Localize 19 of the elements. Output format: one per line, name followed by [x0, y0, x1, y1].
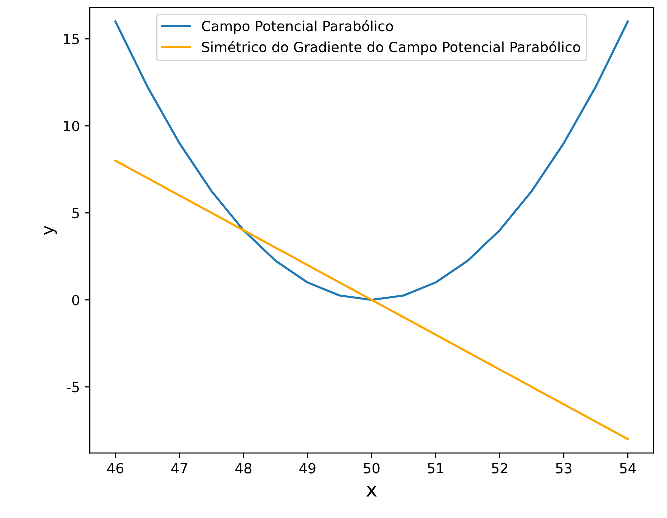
- x-tick-label: 53: [556, 463, 572, 474]
- y-tick-label: -5: [67, 382, 80, 393]
- x-tick-label: 49: [300, 463, 316, 474]
- legend-label: Campo Potencial Parabólico: [202, 20, 394, 34]
- x-tick-label: 52: [492, 463, 508, 474]
- y-tick-label: 15: [64, 34, 80, 45]
- x-tick-label: 50: [364, 463, 380, 474]
- x-axis-title: x: [366, 486, 377, 497]
- y-tick-label: 5: [72, 208, 80, 219]
- x-tick-label: 54: [620, 463, 636, 474]
- legend-label: Simétrico do Gradiente do Campo Potencial Parabólico: [202, 41, 580, 56]
- x-tick-label: 47: [172, 463, 188, 474]
- y-tick-label: 10: [64, 121, 80, 132]
- y-tick-label: 0: [72, 295, 80, 306]
- x-tick-label: 48: [236, 463, 252, 474]
- y-axis-title: y: [44, 226, 58, 235]
- x-tick-label: 51: [428, 463, 444, 474]
- x-tick-label: 46: [108, 463, 124, 474]
- line-series: [114, 20, 630, 302]
